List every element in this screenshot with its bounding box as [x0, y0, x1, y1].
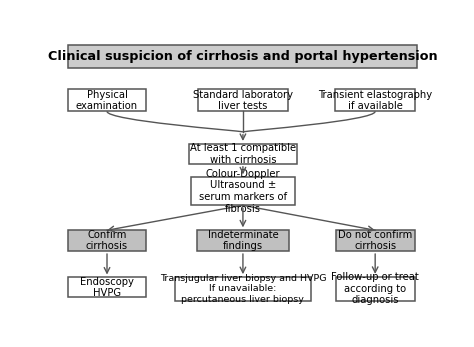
Text: Clinical suspicion of cirrhosis and portal hypertension: Clinical suspicion of cirrhosis and port…: [48, 50, 438, 63]
Text: Confirm
cirrhosis: Confirm cirrhosis: [86, 230, 128, 252]
Text: Endoscopy
HVPG: Endoscopy HVPG: [80, 277, 134, 298]
Text: Follow-up or treat
according to
diagnosis: Follow-up or treat according to diagnosi…: [331, 272, 419, 305]
Text: Transient elastography
if available: Transient elastography if available: [318, 90, 432, 111]
FancyBboxPatch shape: [67, 230, 146, 251]
Text: At least 1 compatible
with cirrhosis: At least 1 compatible with cirrhosis: [190, 143, 296, 165]
FancyBboxPatch shape: [198, 90, 288, 111]
FancyBboxPatch shape: [191, 177, 295, 205]
Text: Physical
examination: Physical examination: [76, 90, 138, 111]
FancyBboxPatch shape: [175, 277, 311, 301]
Text: Transjugular liver biopsy and HVPG
If unavailable:
percutaneous liver biopsy: Transjugular liver biopsy and HVPG If un…: [160, 274, 326, 304]
Text: Indeterminate
findings: Indeterminate findings: [208, 230, 278, 252]
FancyBboxPatch shape: [336, 277, 415, 301]
FancyBboxPatch shape: [335, 90, 415, 111]
FancyBboxPatch shape: [336, 230, 415, 251]
FancyBboxPatch shape: [68, 45, 418, 68]
FancyBboxPatch shape: [67, 90, 146, 111]
FancyBboxPatch shape: [197, 230, 289, 251]
FancyBboxPatch shape: [189, 144, 297, 164]
Text: Do not confirm
cirrhosis: Do not confirm cirrhosis: [338, 230, 412, 252]
FancyBboxPatch shape: [67, 278, 146, 297]
Text: Standard laboratory
liver tests: Standard laboratory liver tests: [193, 90, 293, 111]
Text: Colour-Doppler
Ultrasound ±
serum markers of
fibrosis: Colour-Doppler Ultrasound ± serum marker…: [199, 169, 287, 214]
